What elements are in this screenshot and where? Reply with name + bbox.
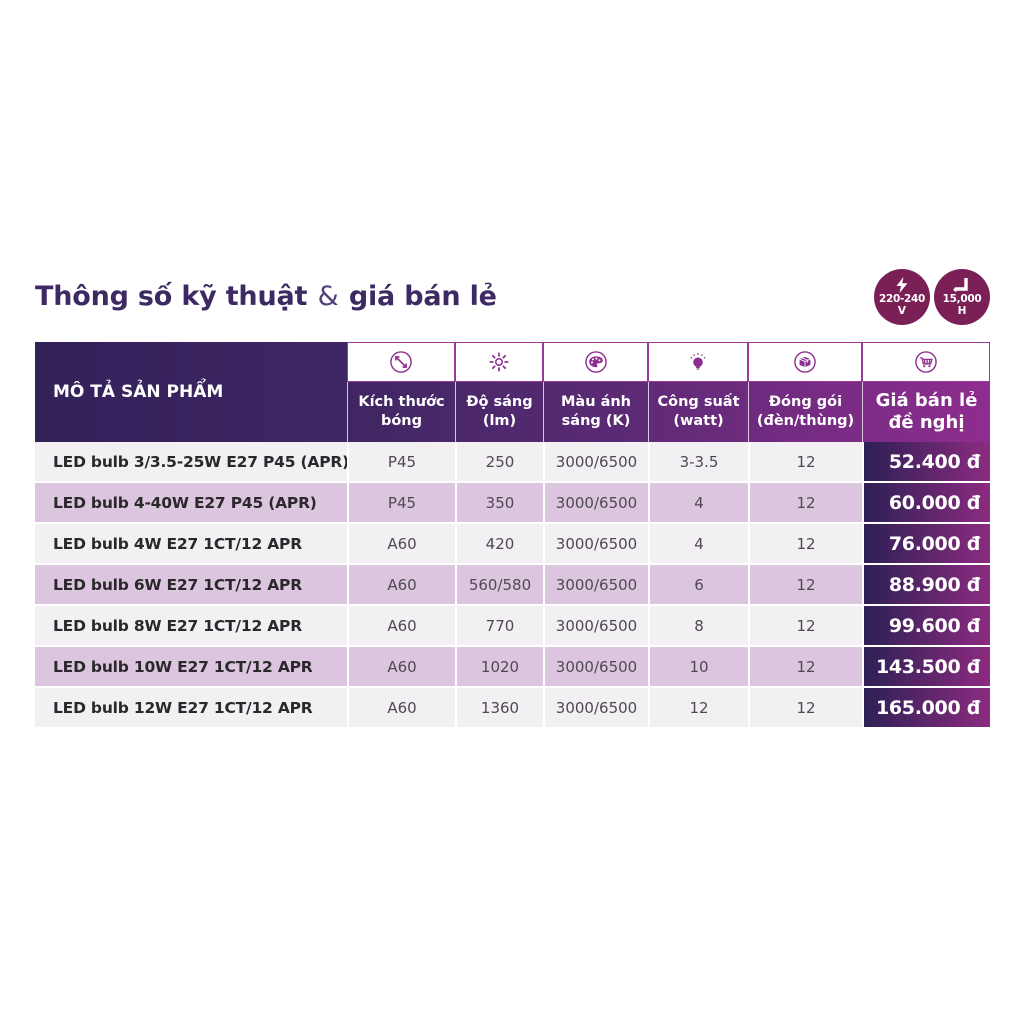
- price-value: 60.000 đ: [862, 483, 990, 522]
- color-temp-value: 3000/6500: [543, 606, 648, 645]
- pack-value: 12: [748, 565, 862, 604]
- product-name: LED bulb 4W E27 1CT/12 APR: [35, 524, 347, 563]
- lifetime-value: 15,000: [942, 293, 982, 306]
- column-label-watt: Công suất (watt): [648, 382, 748, 442]
- price-value: 99.600 đ: [862, 606, 990, 645]
- pack-value: 12: [748, 524, 862, 563]
- lumen-value: 1020: [455, 647, 543, 686]
- price-value: 143.500 đ: [862, 647, 990, 686]
- lightning-icon: [895, 277, 909, 294]
- column-label-color-temp: Màu ánh sáng (K): [543, 382, 648, 442]
- brightness-icon: [455, 342, 543, 382]
- product-name: LED bulb 6W E27 1CT/12 APR: [35, 565, 347, 604]
- color-temp-value: 3000/6500: [543, 688, 648, 727]
- watt-value: 12: [648, 688, 748, 727]
- voltage-unit: V: [897, 304, 907, 317]
- color-palette-icon: [543, 342, 648, 382]
- size-value: P45: [347, 483, 455, 522]
- price-value: 88.900 đ: [862, 565, 990, 604]
- pack-value: 12: [748, 647, 862, 686]
- column-label-pack: Đóng gói (đèn/thùng): [748, 382, 862, 442]
- table-row: LED bulb 4W E27 1CT/12 APR A60 420 3000/…: [35, 524, 990, 565]
- product-name: LED bulb 4-40W E27 P45 (APR): [35, 483, 347, 522]
- page-title-part2: giá bán lẻ: [348, 281, 497, 312]
- color-temp-value: 3000/6500: [543, 565, 648, 604]
- table-row: LED bulb 12W E27 1CT/12 APR A60 1360 300…: [35, 688, 990, 729]
- column-label-price: Giá bán lẻ đề nghị: [862, 382, 990, 442]
- packaging-box-icon: [748, 342, 862, 382]
- product-name: LED bulb 3/3.5-25W E27 P45 (APR): [35, 442, 349, 481]
- size-value: A60: [347, 647, 455, 686]
- product-name: LED bulb 8W E27 1CT/12 APR: [35, 606, 347, 645]
- size-value: A60: [347, 606, 455, 645]
- watt-value: 4: [648, 483, 748, 522]
- page-title-ampersand: &: [317, 281, 339, 312]
- lumen-value: 250: [455, 442, 543, 481]
- size-value: A60: [347, 524, 455, 563]
- lumen-value: 560/580: [455, 565, 543, 604]
- color-temp-value: 3000/6500: [543, 442, 648, 481]
- size-value: P45: [347, 442, 455, 481]
- watt-value: 10: [648, 647, 748, 686]
- spec-table: MÔ TẢ SẢN PHẨM: [35, 342, 990, 729]
- table-row: LED bulb 8W E27 1CT/12 APR A60 770 3000/…: [35, 606, 990, 647]
- resize-icon: [347, 342, 455, 382]
- lumen-value: 420: [455, 524, 543, 563]
- cart-icon: [862, 342, 990, 382]
- price-value: 76.000 đ: [862, 524, 990, 563]
- feature-badges: 220-240 V 15,000 H: [874, 269, 990, 325]
- pack-value: 12: [748, 483, 862, 522]
- table-row: LED bulb 4-40W E27 P45 (APR) P45 350 300…: [35, 483, 990, 524]
- lifetime-badge: 15,000 H: [934, 269, 990, 325]
- table-row: LED bulb 6W E27 1CT/12 APR A60 560/580 3…: [35, 565, 990, 606]
- watt-value: 8: [648, 606, 748, 645]
- clock-icon: [953, 277, 971, 294]
- size-value: A60: [347, 565, 455, 604]
- size-value: A60: [347, 688, 455, 727]
- pack-value: 12: [748, 688, 862, 727]
- pack-value: 12: [748, 606, 862, 645]
- product-name: LED bulb 10W E27 1CT/12 APR: [35, 647, 347, 686]
- color-temp-value: 3000/6500: [543, 524, 648, 563]
- lumen-value: 1360: [455, 688, 543, 727]
- column-label-size: Kích thước bóng: [347, 382, 455, 442]
- page-title: Thông số kỹ thuật & giá bán lẻ: [35, 281, 497, 312]
- table-row: LED bulb 3/3.5-25W E27 P45 (APR) P45 250…: [35, 442, 990, 483]
- watt-value: 6: [648, 565, 748, 604]
- color-temp-value: 3000/6500: [543, 483, 648, 522]
- lumen-value: 770: [455, 606, 543, 645]
- lumen-value: 350: [455, 483, 543, 522]
- power-bulb-icon: [648, 342, 748, 382]
- page-title-part1: Thông số kỹ thuật: [35, 281, 308, 312]
- lifetime-unit: H: [957, 304, 967, 317]
- watt-value: 3-3.5: [648, 442, 748, 481]
- table-row: LED bulb 10W E27 1CT/12 APR A60 1020 300…: [35, 647, 990, 688]
- table-header: MÔ TẢ SẢN PHẨM: [35, 342, 990, 442]
- voltage-value: 220-240: [878, 293, 926, 306]
- price-value: 52.400 đ: [862, 442, 990, 481]
- product-name: LED bulb 12W E27 1CT/12 APR: [35, 688, 347, 727]
- voltage-badge: 220-240 V: [874, 269, 930, 325]
- price-value: 165.000 đ: [862, 688, 990, 727]
- pack-value: 12: [748, 442, 862, 481]
- column-label-lumen: Độ sáng (lm): [455, 382, 543, 442]
- watt-value: 4: [648, 524, 748, 563]
- color-temp-value: 3000/6500: [543, 647, 648, 686]
- description-header: MÔ TẢ SẢN PHẨM: [53, 382, 224, 402]
